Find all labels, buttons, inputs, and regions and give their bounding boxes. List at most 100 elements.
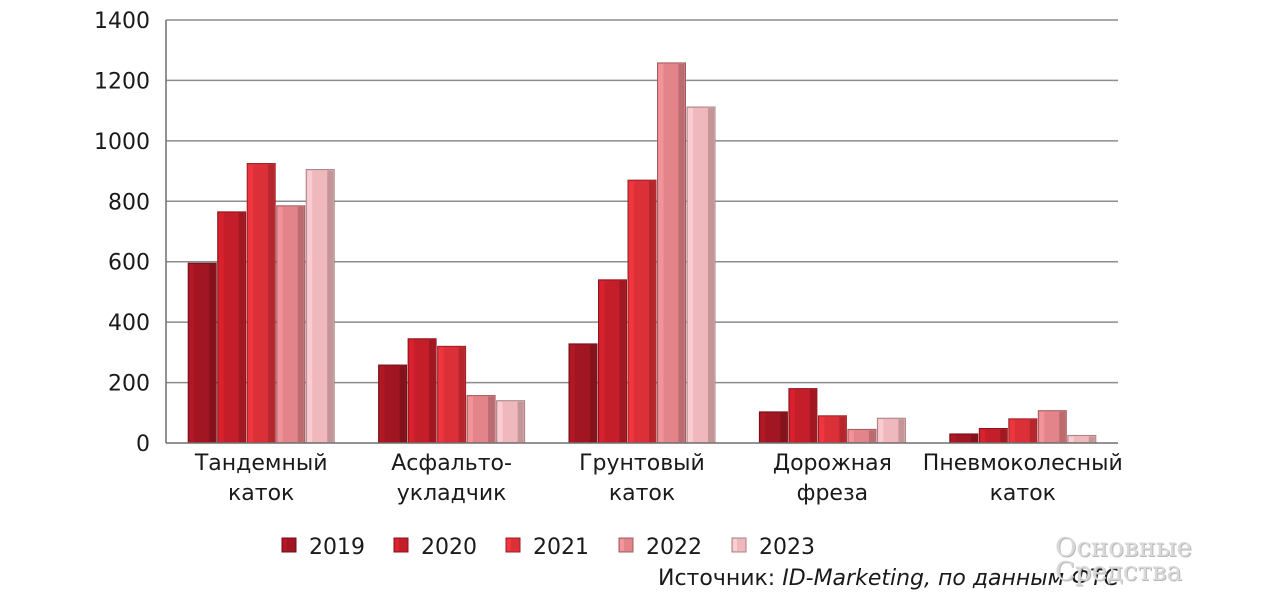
- bar-shadow: [268, 164, 275, 442]
- bar-2019: [568, 343, 598, 444]
- bar-shadow: [1059, 411, 1066, 442]
- bar-shadow: [458, 347, 465, 442]
- bar-2022: [276, 205, 306, 444]
- legend-label: 2019: [309, 535, 365, 560]
- bar-highlight: [658, 63, 664, 442]
- x-category-label: Грунтовый: [579, 451, 705, 476]
- bar-shadow: [590, 344, 596, 442]
- bar-shadow: [1088, 436, 1095, 442]
- legend-swatch-highlight: [620, 539, 624, 551]
- bar-2022: [657, 62, 686, 444]
- bar-highlight: [248, 164, 254, 442]
- bar-shadow: [517, 401, 524, 442]
- x-category-label: Дорожная: [773, 451, 892, 476]
- bar-highlight: [980, 429, 986, 442]
- bar-shadow: [327, 170, 334, 442]
- axes: [165, 20, 1118, 444]
- bar-2019: [378, 364, 408, 444]
- bar-shadow: [297, 206, 304, 442]
- y-tick-label: 400: [108, 311, 150, 336]
- x-category-label: Тандемный: [194, 451, 328, 476]
- x-axis-category-labels: Тандемный каток Асфальто-укладчик Грунтовый…: [194, 451, 1123, 506]
- legend-item-2021: 2021: [505, 535, 589, 560]
- source-note: Источник: ID-Marketing, по данным ФТС: [658, 566, 1119, 591]
- bar-highlight: [218, 212, 224, 442]
- bar-highlight: [1068, 436, 1074, 442]
- bar-highlight: [848, 430, 854, 442]
- bar-highlight: [1039, 411, 1045, 442]
- bar-2020: [978, 427, 1008, 444]
- watermark-line-1: Основные: [1055, 533, 1192, 563]
- y-tick-label: 800: [108, 190, 150, 215]
- bar-highlight: [878, 419, 884, 442]
- bar-2020: [788, 388, 818, 444]
- bar-2021: [817, 415, 847, 444]
- bar-shadow: [970, 434, 977, 442]
- bar-highlight: [570, 344, 575, 442]
- x-category-label: каток: [609, 481, 675, 506]
- bar-highlight: [277, 206, 283, 442]
- x-category-label: каток: [990, 481, 1056, 506]
- bar-highlight: [497, 401, 503, 442]
- x-category-label: Асфальто-: [391, 451, 512, 476]
- bar-highlight: [688, 108, 693, 442]
- legend-item-2020: 2020: [393, 535, 477, 560]
- bar-highlight: [409, 339, 415, 442]
- bar-highlight: [307, 170, 313, 442]
- legend-label: 2022: [646, 535, 702, 560]
- bar-shadow: [488, 396, 495, 442]
- bar-shadow: [708, 108, 714, 442]
- bar-2021: [1008, 418, 1038, 444]
- y-axis-tick-labels: 0 200 400 600 800 1000 1200 1400: [94, 9, 150, 457]
- bar-shadow: [868, 430, 875, 442]
- bar-highlight: [468, 396, 474, 442]
- bars: [187, 62, 1097, 444]
- bar-highlight: [599, 280, 605, 442]
- bar-shadow: [399, 366, 406, 442]
- bar-2022: [466, 395, 496, 444]
- bar-2020: [598, 279, 627, 444]
- bar-shadow: [1000, 429, 1007, 442]
- y-tick-label: 200: [108, 372, 150, 397]
- bar-2019: [758, 411, 788, 444]
- watermark-logo: Основные Средства: [1055, 533, 1255, 587]
- bar-2023: [305, 169, 335, 444]
- bar-2021: [246, 163, 276, 444]
- bar-2023: [876, 417, 906, 444]
- bar-highlight: [189, 264, 195, 442]
- legend-item-2022: 2022: [618, 535, 702, 560]
- legend-swatch-highlight: [283, 539, 287, 551]
- bar-2020: [407, 338, 437, 444]
- x-category-label: фреза: [797, 481, 869, 506]
- legend-swatch-highlight: [507, 539, 511, 551]
- x-category-label: Пневмоколесный: [923, 451, 1123, 476]
- bar-2023: [1067, 434, 1097, 444]
- legend: 2019 2020 2021 2022 2023: [281, 535, 815, 560]
- x-category-label: каток: [228, 481, 294, 506]
- bar-highlight: [760, 412, 766, 442]
- bar-shadow: [809, 389, 816, 442]
- y-tick-label: 0: [136, 432, 150, 457]
- bar-shadow: [898, 419, 905, 442]
- y-tick-label: 1400: [94, 9, 150, 34]
- legend-label: 2023: [759, 535, 815, 560]
- y-tick-label: 600: [108, 251, 150, 276]
- source-text: ID-Marketing, по данным ФТС: [782, 566, 1119, 591]
- bar-shadow: [678, 63, 685, 442]
- bar-2022: [847, 428, 877, 444]
- bar-highlight: [1009, 419, 1015, 442]
- bar-highlight: [789, 389, 795, 442]
- legend-swatch-highlight: [395, 539, 399, 551]
- legend-swatch-highlight: [733, 539, 737, 551]
- watermark-line-2: Средства: [1055, 557, 1183, 587]
- bar-highlight: [819, 416, 825, 442]
- bar-shadow: [780, 412, 787, 442]
- bar-2023: [686, 106, 716, 444]
- bar-2021: [627, 179, 657, 444]
- bar-shadow: [649, 181, 655, 442]
- bar-2019: [949, 433, 979, 444]
- bar-shadow: [429, 339, 436, 442]
- legend-label: 2021: [533, 535, 589, 560]
- bar-2023: [496, 400, 526, 444]
